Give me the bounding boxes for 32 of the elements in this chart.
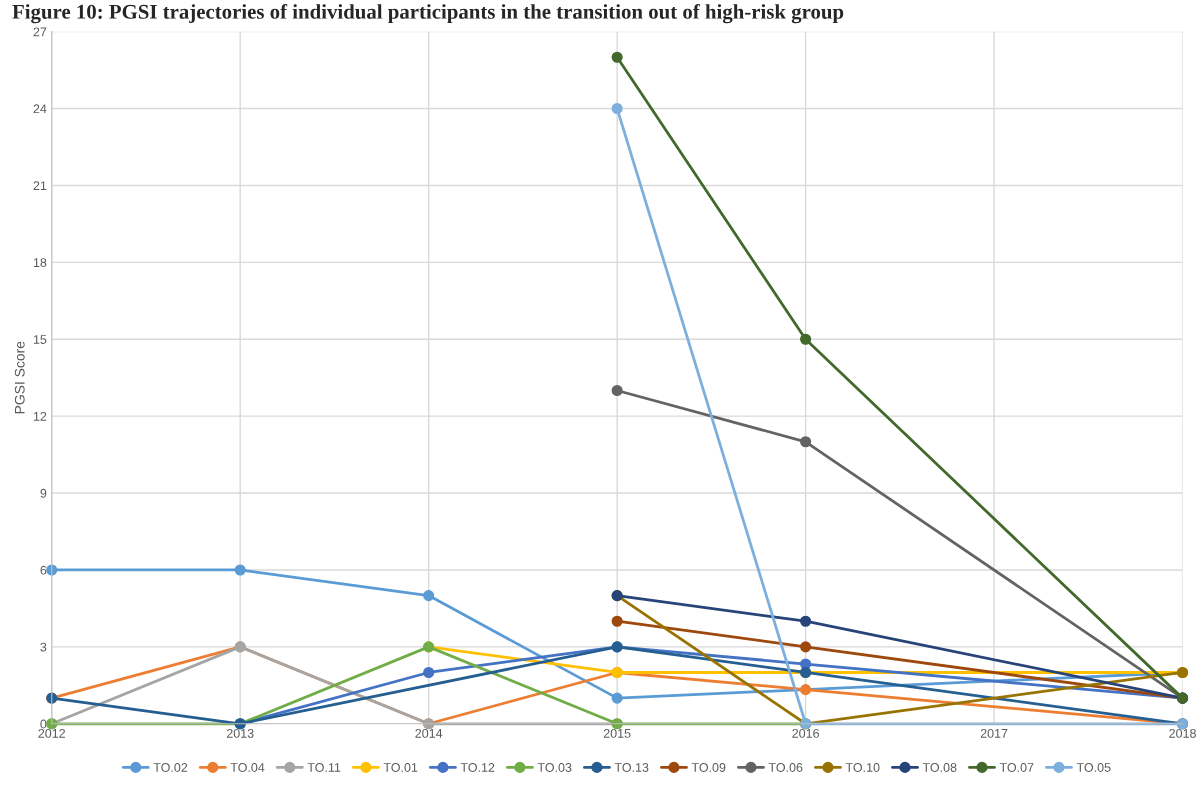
legend-label: TO.11 bbox=[307, 763, 341, 772]
x-tick-label: 2016 bbox=[792, 728, 819, 738]
x-tick-label: 2015 bbox=[603, 728, 631, 738]
y-tick-label: 6 bbox=[40, 565, 47, 575]
y-tick-label: 0 bbox=[40, 719, 47, 729]
y-axis-title: PGSI Score bbox=[14, 341, 25, 414]
y-tick-label: 12 bbox=[33, 411, 47, 421]
legend-label: TO.01 bbox=[383, 763, 418, 772]
x-tick-label: 2018 bbox=[1169, 728, 1196, 738]
y-tick-label: 21 bbox=[33, 181, 47, 190]
legend-label: TO.09 bbox=[691, 763, 726, 772]
legend-label: TO.02 bbox=[153, 763, 188, 772]
legend-label: TO.07 bbox=[999, 763, 1034, 772]
legend-label: TO.06 bbox=[768, 763, 803, 772]
legend-label: TO.13 bbox=[614, 763, 649, 772]
legend-label: TO.10 bbox=[845, 763, 880, 772]
legend-label: TO.12 bbox=[460, 763, 495, 772]
legend-label: TO.04 bbox=[230, 763, 265, 772]
x-tick-label: 2014 bbox=[415, 728, 443, 738]
x-tick-label: 2017 bbox=[980, 728, 1008, 738]
y-tick-label: 15 bbox=[33, 335, 47, 344]
y-tick-label: 3 bbox=[40, 642, 47, 652]
legend-label: TO.03 bbox=[537, 763, 572, 772]
x-tick-label: 2013 bbox=[226, 728, 254, 738]
y-tick-label: 24 bbox=[33, 104, 47, 114]
legend-label: TO.08 bbox=[922, 763, 957, 772]
y-tick-label: 18 bbox=[33, 258, 47, 267]
x-tick-label: 2012 bbox=[38, 728, 66, 738]
legend-label: TO.05 bbox=[1076, 763, 1111, 772]
y-tick-label: 9 bbox=[40, 488, 47, 498]
chart-title: Figure 10: PGSI trajectories of individual participants in the transition out of high-risk group bbox=[12, 3, 844, 24]
y-tick-label: 27 bbox=[33, 27, 47, 37]
